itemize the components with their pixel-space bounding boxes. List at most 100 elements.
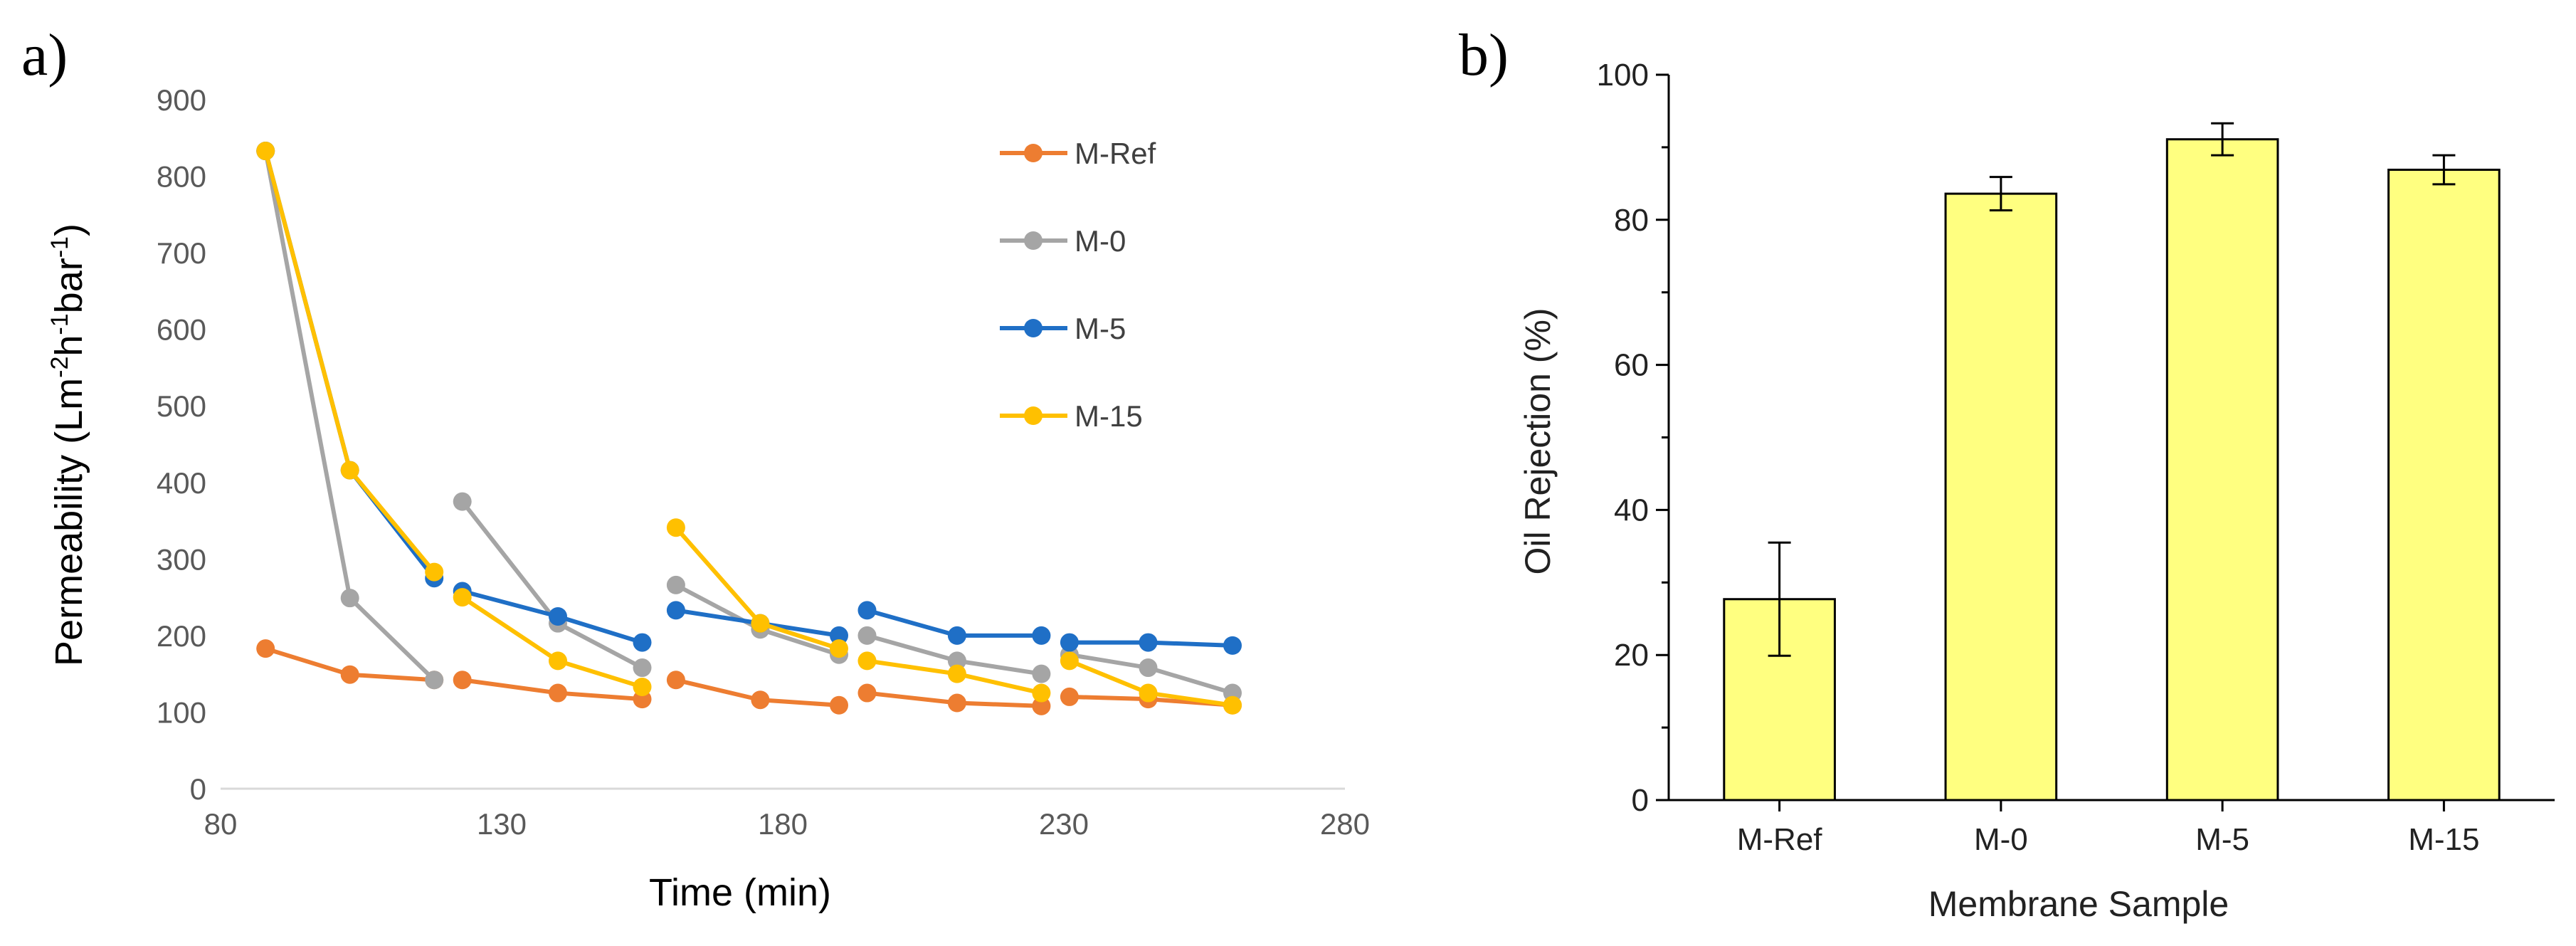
data-point-M-15-3-0 [857,651,877,671]
bar-chart-x-axis-title: Membrane Sample [1928,884,2229,924]
legend-label-M-15: M-15 [1075,399,1143,433]
error-bar-M-0 [1989,176,2012,212]
data-point-M-Ref-0-1 [340,665,359,684]
bar-chart-y-tick-5: 100 [1597,58,1649,93]
line-chart-y-tick-5: 500 [157,389,206,423]
bar-chart-y-axis-title: Oil Rejection (%) [1518,308,1558,574]
line-chart-x-tick-1: 130 [477,807,527,841]
series-M-15 [256,142,1242,715]
data-point-M-15-2-1 [751,614,770,633]
line-chart-y-tick-3: 300 [157,542,206,576]
bar-M-0 [1944,192,2058,802]
line-chart-x-tick-4: 280 [1320,807,1370,841]
data-point-M-15-1-1 [549,651,567,671]
bar-chart-y-tick-0: 0 [1632,783,1649,818]
line-chart-y-axis-title: Permeability (Lm-2h-1bar-1) [46,224,90,666]
data-point-M-5-3-1 [947,626,966,645]
line-chart-x-tick-0: 80 [204,807,238,841]
data-point-M-0-0-2 [425,671,444,690]
data-point-M-5-2-0 [666,601,685,620]
data-point-M-0-1-2 [633,658,652,678]
legend-label-M-0: M-0 [1075,224,1126,258]
bar-chart-x-tick-M-0: M-0 [1974,822,2028,857]
line-chart-y-tick-4: 400 [157,466,206,500]
data-point-M-Ref-2-2 [830,695,848,715]
data-point-M-5-2-2 [830,626,848,645]
data-point-M-15-2-0 [666,518,685,537]
data-point-M-0-3-2 [1032,664,1051,683]
data-point-M-Ref-3-2 [1032,696,1051,715]
line-chart-y-tick-1: 100 [157,695,206,729]
legend-marker-M-0 [1024,231,1042,250]
data-point-M-5-4-0 [1060,633,1079,652]
data-point-M-Ref-2-0 [666,671,685,690]
data-point-M-Ref-2-1 [751,690,770,710]
line-chart-y-tick-7: 700 [157,236,206,270]
data-point-M-15-4-2 [1223,695,1242,715]
series-line-M-0-1 [460,500,643,670]
line-chart-x-tick-2: 180 [758,807,808,841]
data-point-M-5-4-2 [1223,636,1242,655]
legend-label-M-Ref: M-Ref [1075,137,1156,170]
bar-chart-x-ticks: M-Ref M-0 M-5 M-15 [1737,800,2480,857]
legend-item-M-0: M-0 [1000,224,1126,258]
series-line-M-15-0 [263,150,436,574]
data-point-M-15-4-0 [1060,651,1079,671]
data-point-M-5-3-2 [1032,626,1051,645]
line-chart-y-tick-9: 900 [157,83,206,117]
data-point-M-0-4-1 [1139,658,1158,678]
bar-chart-x-tick-M-15: M-15 [2408,822,2479,857]
line-chart-series [256,142,1242,715]
bar-chart-y-tick-3: 60 [1614,348,1649,383]
bar-chart-x-tick-M-5: M-5 [2195,822,2249,857]
data-point-M-0-1-0 [453,492,472,511]
bar-chart-y-tick-4: 80 [1614,203,1649,238]
data-point-M-0-3-1 [947,651,966,671]
series-M-Ref [256,639,1242,715]
data-point-M-0-3-0 [857,626,877,645]
panel-b-label: b) [1459,22,1509,88]
data-point-M-0-2-0 [666,575,685,594]
data-point-M-15-2-2 [830,639,848,658]
legend-item-M-15: M-15 [1000,399,1143,433]
data-point-M-Ref-3-1 [947,693,966,713]
data-point-M-15-1-2 [633,677,652,696]
line-chart-y-ticks: 0 100 200 300 400 500 600 700 800 900 [157,83,206,806]
bar-M-15 [2387,168,2501,802]
line-chart-x-tick-3: 230 [1039,807,1089,841]
error-bar-M-Ref [1768,541,1791,657]
legend-marker-M-15 [1024,406,1042,425]
series-M-5 [256,142,1242,655]
legend-label-M-5: M-5 [1075,312,1126,345]
line-chart-y-tick-2: 200 [157,619,206,653]
data-point-M-15-3-1 [947,664,966,683]
legend-marker-M-Ref [1024,144,1042,162]
line-chart-y-tick-6: 600 [157,313,206,347]
data-point-M-Ref-3-0 [857,683,877,703]
error-bar-M-5 [2211,122,2234,157]
data-point-M-Ref-0-0 [256,639,275,658]
data-point-M-5-4-1 [1139,633,1158,652]
line-chart-y-tick-0: 0 [190,772,206,806]
bar-M-5 [2165,138,2279,802]
legend-marker-M-5 [1024,319,1042,337]
bar-chart-bars [1723,122,2501,802]
data-point-M-5-3-0 [857,601,877,620]
line-chart-y-tick-8: 800 [157,160,206,194]
data-point-M-15-0-2 [425,562,444,582]
data-point-M-Ref-1-0 [453,671,472,690]
series-line-M-5-0 [263,150,436,580]
data-point-M-15-3-2 [1032,683,1051,703]
line-chart-x-ticks: 80 130 180 230 280 [204,807,1370,841]
data-point-M-15-0-1 [340,461,359,480]
bar-chart-y-tick-1: 20 [1614,638,1649,673]
data-point-M-5-1-2 [633,633,652,652]
data-point-M-15-0-0 [256,142,275,161]
data-point-M-Ref-4-0 [1060,687,1079,706]
error-bar-M-15 [2432,154,2456,186]
bar-chart-y-ticks: 0 20 40 60 80 100 [1597,58,1669,818]
data-point-M-Ref-1-1 [549,683,567,703]
bar-chart-y-tick-2: 40 [1614,493,1649,527]
panel-a-label: a) [21,22,68,88]
